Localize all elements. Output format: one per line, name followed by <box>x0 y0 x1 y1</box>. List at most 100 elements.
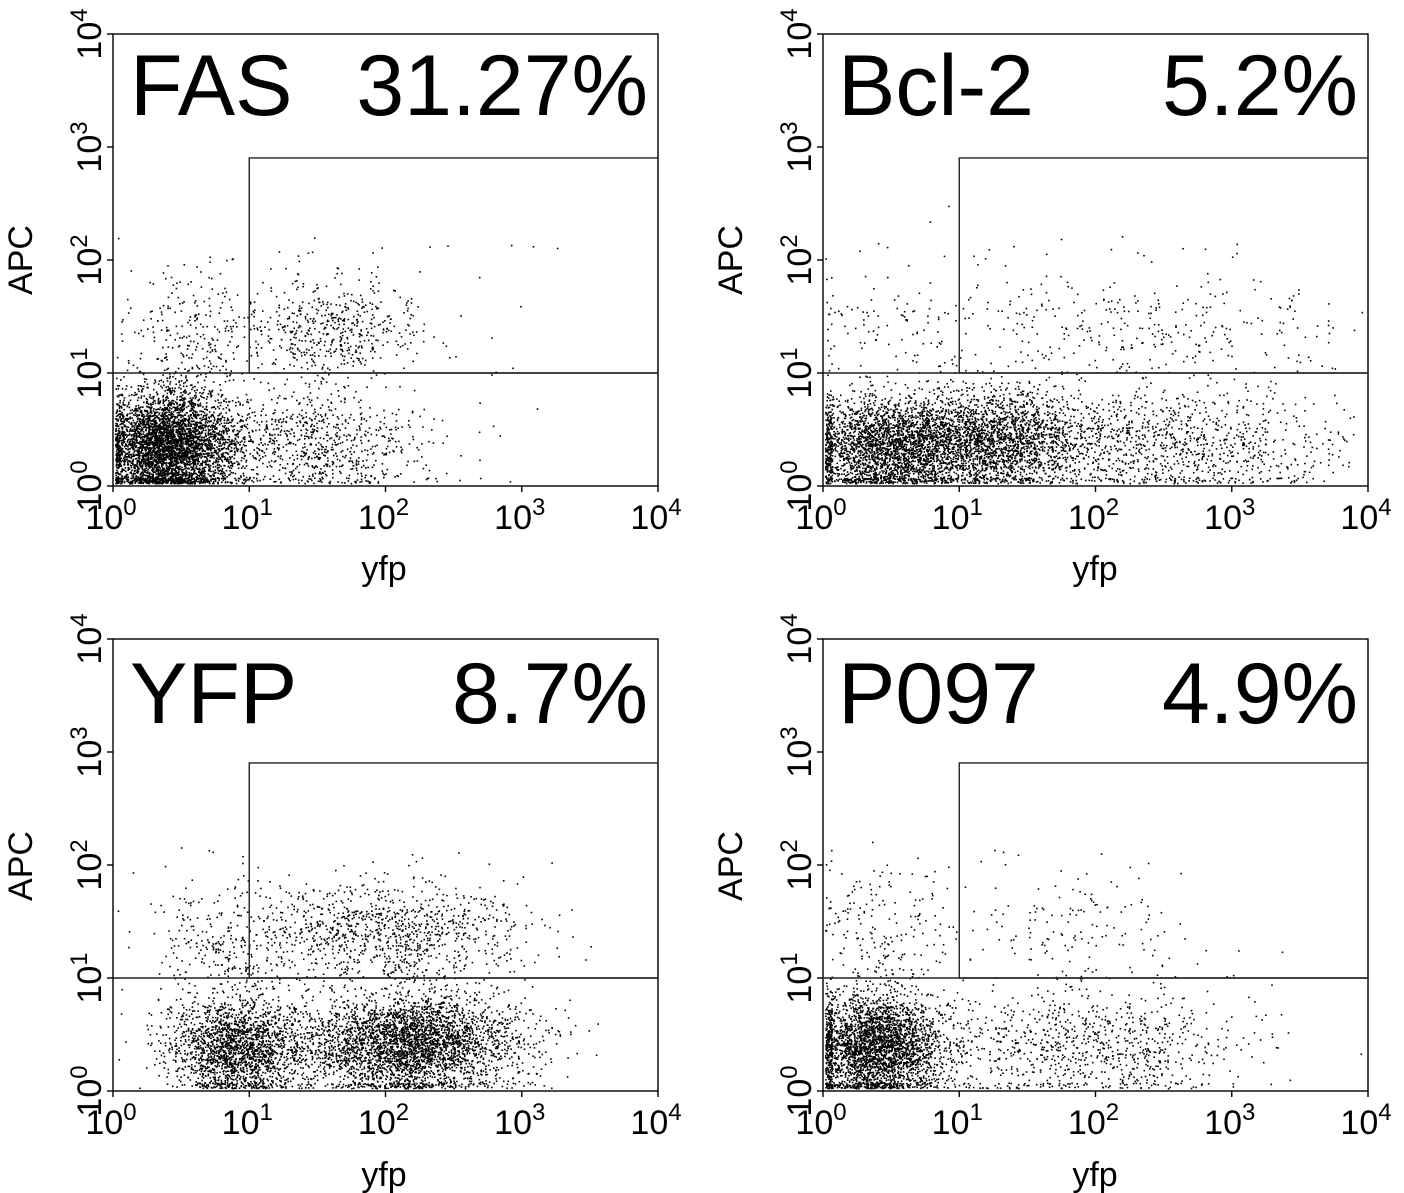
event-point <box>379 421 382 423</box>
event-point <box>140 452 142 454</box>
event-point <box>181 479 183 482</box>
event-point <box>127 418 130 420</box>
event-point <box>158 448 160 450</box>
event-point <box>117 448 119 450</box>
event-point <box>194 447 196 449</box>
event-point <box>223 399 225 402</box>
event-point <box>351 460 353 462</box>
event-point <box>180 446 182 449</box>
event-point <box>159 438 162 441</box>
event-point <box>313 425 315 427</box>
event-point <box>161 469 163 472</box>
event-point <box>133 432 136 435</box>
event-point <box>185 406 188 409</box>
event-point <box>364 476 366 479</box>
event-point <box>203 412 206 414</box>
event-point <box>192 397 194 399</box>
event-point <box>151 462 153 464</box>
event-point <box>165 453 167 455</box>
event-point <box>154 457 157 459</box>
event-point <box>193 464 195 466</box>
event-point <box>150 422 152 425</box>
event-point <box>303 397 305 400</box>
event-point <box>277 397 279 399</box>
event-point <box>136 393 138 396</box>
event-point <box>126 441 129 443</box>
event-point <box>161 445 163 448</box>
event-point <box>161 387 164 389</box>
event-point <box>210 432 212 434</box>
event-point <box>210 454 213 456</box>
event-point <box>173 459 176 462</box>
event-point <box>173 422 176 424</box>
event-point <box>130 435 133 437</box>
event-point <box>223 419 226 422</box>
event-point <box>441 419 444 422</box>
event-point <box>121 452 123 454</box>
event-point <box>146 445 149 448</box>
event-point <box>207 454 209 456</box>
event-point <box>153 478 156 481</box>
event-point <box>202 460 204 462</box>
event-point <box>134 482 137 484</box>
event-point <box>118 464 120 467</box>
event-point <box>243 379 245 382</box>
event-point <box>199 392 201 394</box>
event-point <box>152 435 154 438</box>
event-point <box>134 407 137 410</box>
event-point <box>250 468 253 471</box>
event-point <box>125 428 128 430</box>
event-point <box>323 448 326 451</box>
event-point <box>122 442 124 444</box>
event-point <box>158 440 160 442</box>
event-point <box>154 464 157 466</box>
event-point <box>156 435 158 438</box>
event-point <box>117 404 119 406</box>
event-point <box>147 424 150 426</box>
event-point <box>151 432 153 434</box>
event-point <box>141 439 144 442</box>
event-point <box>189 455 192 458</box>
event-point <box>117 479 120 481</box>
event-point <box>130 454 132 456</box>
event-point <box>194 397 197 400</box>
event-point <box>228 467 231 469</box>
event-point <box>189 410 191 412</box>
event-point <box>173 456 175 458</box>
event-point <box>289 479 291 482</box>
event-point <box>178 428 180 431</box>
event-point <box>126 480 128 482</box>
event-point <box>282 412 284 414</box>
event-point <box>344 420 347 423</box>
event-point <box>192 420 194 423</box>
event-point <box>154 466 156 469</box>
event-point <box>156 462 158 464</box>
event-point <box>213 411 215 414</box>
event-point <box>124 425 127 428</box>
event-point <box>128 456 131 458</box>
event-point <box>169 402 172 405</box>
event-point <box>173 420 176 422</box>
event-point <box>156 425 158 427</box>
event-point <box>145 442 147 444</box>
event-point <box>149 418 151 420</box>
event-point <box>292 475 294 478</box>
event-point <box>174 467 177 469</box>
event-point <box>150 404 152 406</box>
event-point <box>183 397 186 399</box>
event-point <box>137 471 139 473</box>
event-point <box>182 427 184 429</box>
event-point <box>184 402 186 404</box>
event-point <box>409 426 411 428</box>
event-point <box>193 435 196 438</box>
event-point <box>206 421 209 424</box>
event-point <box>182 385 185 388</box>
event-point <box>186 443 189 446</box>
event-point <box>188 430 190 432</box>
event-point <box>143 458 146 461</box>
event-point <box>218 466 220 469</box>
event-point <box>138 414 140 416</box>
event-point <box>368 427 371 429</box>
event-point <box>150 463 152 465</box>
event-point <box>233 428 235 431</box>
